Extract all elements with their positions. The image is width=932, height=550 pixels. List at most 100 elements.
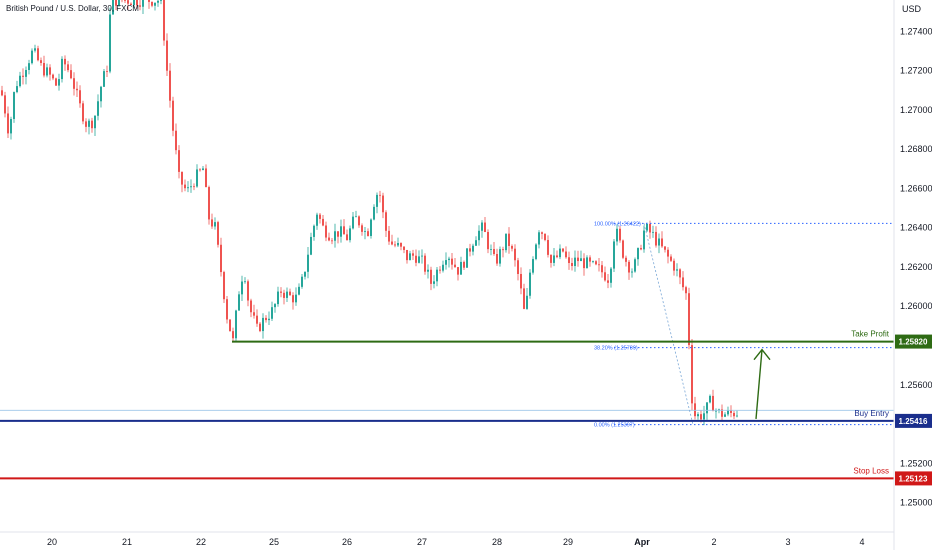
candle-down xyxy=(208,187,210,220)
level-price-tag-text: 1.25416 xyxy=(899,417,928,426)
candle-up xyxy=(190,186,192,188)
candle-up xyxy=(505,233,507,251)
candles-layer xyxy=(1,0,738,426)
candle-up xyxy=(112,0,114,15)
candle-up xyxy=(352,216,354,229)
y-axis[interactable]: 1.27400 1.27200 1.27000 1.26800 1.26600 1.264… xyxy=(900,26,932,507)
candle-down xyxy=(622,240,624,258)
candle-down xyxy=(670,256,672,261)
candle-down xyxy=(685,287,687,294)
candle-up xyxy=(268,318,270,321)
candle-down xyxy=(514,248,516,261)
candle-up xyxy=(97,101,99,116)
fib-level-label: 38.20% (1.25789) xyxy=(594,346,638,352)
y-tick-label: 1.26000 xyxy=(900,301,932,311)
candle-down xyxy=(583,258,585,269)
candle-up xyxy=(295,294,297,303)
overlays-layer: 100.00% (1.26422) 38.20% (1.25789) 0.00% (… xyxy=(0,221,932,486)
candle-down xyxy=(667,249,669,257)
candle-down xyxy=(232,331,234,339)
candle-down xyxy=(496,254,498,264)
candle-up xyxy=(31,50,33,64)
candle-down xyxy=(607,280,609,283)
candle-down xyxy=(43,62,45,76)
candle-up xyxy=(727,410,729,415)
candle-down xyxy=(565,251,567,258)
candle-down xyxy=(79,90,81,104)
candle-up xyxy=(364,231,366,232)
candle-up xyxy=(58,79,60,86)
candle-up xyxy=(10,119,12,134)
candle-down xyxy=(289,291,291,296)
x-tick-label: 4 xyxy=(859,537,864,547)
candle-down xyxy=(571,263,573,267)
candle-up xyxy=(28,63,30,70)
candle-down xyxy=(391,241,393,245)
candle-up xyxy=(154,2,156,6)
target-arrow-head xyxy=(753,348,771,361)
candle-up xyxy=(238,294,240,311)
y-tick-label: 1.25200 xyxy=(900,458,932,468)
candle-down xyxy=(595,261,597,265)
candle-down xyxy=(76,88,78,91)
candle-up xyxy=(658,238,660,246)
candle-down xyxy=(403,246,405,250)
candle-up xyxy=(481,222,483,231)
candle-down xyxy=(598,264,600,266)
candle-down xyxy=(67,64,69,71)
candle-down xyxy=(694,403,696,417)
candle-up xyxy=(316,214,318,226)
candle-down xyxy=(649,223,651,233)
candle-down xyxy=(511,245,513,249)
candle-up xyxy=(697,414,699,417)
candle-down xyxy=(688,293,690,346)
candle-down xyxy=(679,269,681,278)
candle-down xyxy=(91,120,93,129)
candle-up xyxy=(475,240,477,246)
candle-down xyxy=(205,168,207,188)
y-tick-label: 1.26200 xyxy=(900,262,932,272)
candle-up xyxy=(241,281,243,295)
candle-down xyxy=(454,264,456,268)
candle-up xyxy=(277,291,279,305)
candle-up xyxy=(88,120,90,127)
level-price-tag-text: 1.25820 xyxy=(899,338,928,347)
candle-down xyxy=(406,249,408,261)
x-tick-label: 25 xyxy=(269,537,279,547)
candle-up xyxy=(715,410,717,412)
level-label: Buy Entry xyxy=(854,409,889,418)
candle-down xyxy=(661,238,663,247)
candle-down xyxy=(730,410,732,413)
level-label: Take Profit xyxy=(851,330,890,339)
candle-up xyxy=(307,254,309,272)
candle-up xyxy=(736,415,738,417)
target-arrow xyxy=(755,349,763,419)
candle-down xyxy=(52,74,54,79)
x-tick-label: 2 xyxy=(711,537,716,547)
candle-down xyxy=(37,48,39,61)
candle-down xyxy=(382,195,384,213)
candle-up xyxy=(436,269,438,282)
candle-up xyxy=(334,231,336,241)
candle-down xyxy=(175,130,177,151)
y-tick-label: 1.25600 xyxy=(900,380,932,390)
candle-up xyxy=(109,14,111,72)
candle-up xyxy=(133,0,135,5)
candle-up xyxy=(118,0,120,6)
x-axis[interactable]: 20 21 22 25 26 27 28 29 Apr 2 3 4 xyxy=(47,537,865,547)
candle-down xyxy=(139,5,141,7)
candle-down xyxy=(292,295,294,303)
candle-up xyxy=(271,307,273,319)
candle-up xyxy=(592,261,594,263)
candle-down xyxy=(40,60,42,63)
y-tick-label: 1.26800 xyxy=(900,144,932,154)
candle-up xyxy=(724,414,726,417)
candle-down xyxy=(328,237,330,241)
candle-down xyxy=(379,194,381,196)
candle-down xyxy=(280,291,282,293)
candle-down xyxy=(358,216,360,226)
candle-down xyxy=(604,272,606,281)
candle-down xyxy=(541,232,543,234)
candle-down xyxy=(259,323,261,332)
